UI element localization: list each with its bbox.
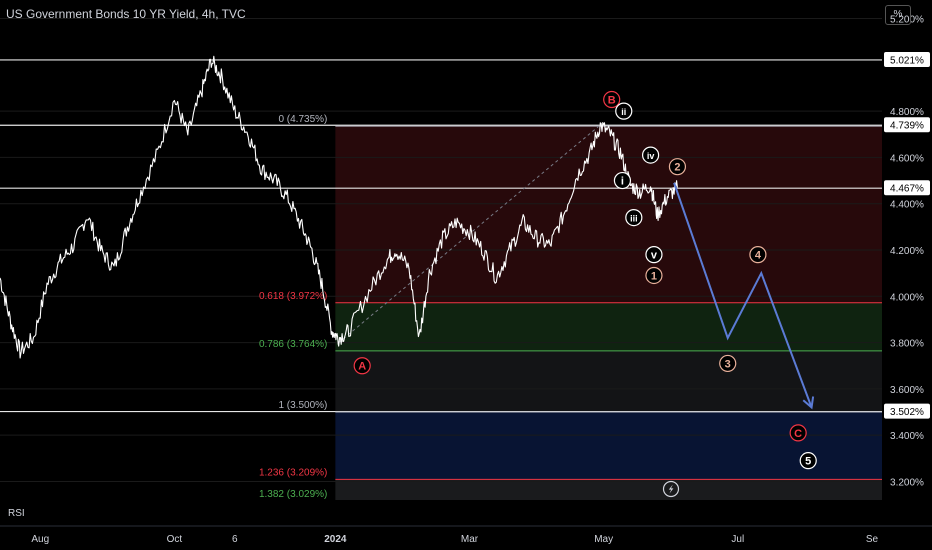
fib-zone-0-0618 <box>335 126 882 303</box>
wave-label: 1 <box>645 266 663 285</box>
wave-label-text: 3 <box>725 358 731 370</box>
y-tick-label: 4.600% <box>890 153 924 164</box>
wave-label-circle <box>645 246 663 264</box>
x-tick-label: May <box>594 534 613 545</box>
fib-level-label: 0.618 (3.972%) <box>259 291 327 302</box>
price-label-box <box>884 51 930 67</box>
wave-label-text: 1 <box>651 270 657 282</box>
wave-label: C <box>789 424 807 442</box>
x-tick-label: Mar <box>461 534 479 545</box>
wave-label: ii <box>615 102 633 120</box>
x-tick-label: Se <box>866 534 879 545</box>
wave-label: v <box>645 246 663 264</box>
price-label: 4.467% <box>884 180 930 196</box>
wave-label: 3 <box>719 354 737 373</box>
x-tick-label: Aug <box>31 534 49 545</box>
price-label: 3.502% <box>884 403 930 419</box>
wave-label-text: A <box>358 361 366 373</box>
x-tick-label: 2024 <box>324 534 347 545</box>
wave-label-circle <box>613 171 632 190</box>
unit-toggle-button[interactable]: % <box>885 5 911 25</box>
wave-label: iv <box>642 146 660 164</box>
wave-label-circle <box>789 424 807 442</box>
price-label-text: 3.502% <box>890 407 924 418</box>
fib-level-label: 0 (4.735%) <box>278 114 327 125</box>
wave-label: 5 <box>799 452 817 470</box>
wave-label-circle <box>799 452 817 470</box>
wave-label: B <box>603 90 621 109</box>
wave-label-text: ii <box>621 107 626 117</box>
wave-label-circle <box>645 266 663 285</box>
time-axis[interactable]: Aug Oct 6 2024 Mar May Jul Se <box>0 525 932 545</box>
fib-level-label: 1 (3.500%) <box>278 400 327 411</box>
fib-zone-1236-1382 <box>335 479 882 500</box>
fib-level-label: 1.236 (3.209%) <box>259 467 327 478</box>
wave-label-text: iv <box>647 151 655 161</box>
y-tick-label: 3.800% <box>890 339 924 350</box>
wave-label-text: C <box>794 428 802 440</box>
wave-label: 2 <box>668 158 687 176</box>
wave-label-circle <box>625 208 643 227</box>
wave-label: iii <box>625 208 643 227</box>
projection-line[interactable] <box>673 182 813 408</box>
wave-label: 4 <box>749 246 767 264</box>
grid <box>0 18 882 482</box>
wave-label: A <box>353 357 371 375</box>
price-series <box>0 55 678 359</box>
fib-level-label: 0.786 (3.764%) <box>259 339 327 350</box>
price-label-box <box>884 117 930 133</box>
fib-zone-1-1236 <box>335 412 882 480</box>
wave-label-circle <box>615 102 633 120</box>
price-label-box <box>884 403 930 419</box>
y-tick-label: 5.200% <box>890 15 924 26</box>
wave-label-text: 2 <box>674 162 680 174</box>
y-tick-label: 4.200% <box>890 246 924 257</box>
price-label-text: 4.739% <box>890 121 924 132</box>
wave-label-text: i <box>621 176 624 188</box>
wave-label-circle <box>642 146 660 164</box>
fib-level-label: 1.382 (3.029%) <box>259 489 327 500</box>
wave-label-circle <box>353 357 371 375</box>
y-tick-label: 3.600% <box>890 385 924 396</box>
y-tick-label: 3.400% <box>890 431 924 442</box>
y-tick-label: 4.800% <box>890 107 924 118</box>
x-tick-label: Jul <box>731 534 744 545</box>
price-label: 5.021% <box>884 51 930 67</box>
price-line <box>0 55 678 359</box>
x-tick-label: 6 <box>232 534 238 545</box>
wave-label: i <box>613 171 632 190</box>
price-label-text: 4.467% <box>890 184 924 195</box>
fib-retracement[interactable]: 0 (4.735%) 0.618 (3.972%) 0.786 (3.764%) 1 … <box>259 114 882 500</box>
wave-label-circle <box>603 90 621 109</box>
wave-label-text: 5 <box>805 456 811 468</box>
x-tick-label: Oct <box>167 534 183 545</box>
price-axis[interactable]: 5.200% 4.800% 4.600% 4.400% 4.200% 4.000% 3.80… <box>884 15 930 489</box>
fib-zones <box>335 126 882 500</box>
wave-label-text: 4 <box>755 250 762 262</box>
projection-arrowhead <box>802 396 815 410</box>
chart-title: US Government Bonds 10 YR Yield, 4h, TVC <box>6 7 246 21</box>
lightning-icon[interactable] <box>662 480 680 498</box>
wave-label-text: iii <box>630 214 638 224</box>
y-tick-label: 3.200% <box>890 477 924 488</box>
wave-label-text: B <box>608 95 616 107</box>
y-tick-label: 4.400% <box>890 200 924 211</box>
projection-path[interactable] <box>673 182 815 410</box>
price-label-text: 5.021% <box>890 55 924 66</box>
price-label: 4.739% <box>884 117 930 133</box>
fib-zone-0786-1 <box>335 350 882 413</box>
wave-label-circle <box>749 246 767 264</box>
wave-label-text: v <box>651 250 658 262</box>
price-label-box <box>884 180 930 196</box>
wave-label-circle <box>668 158 687 176</box>
y-tick-label: 4.000% <box>890 292 924 303</box>
rsi-pane-label[interactable]: RSI <box>8 508 25 519</box>
wave-label-circle <box>719 354 737 373</box>
